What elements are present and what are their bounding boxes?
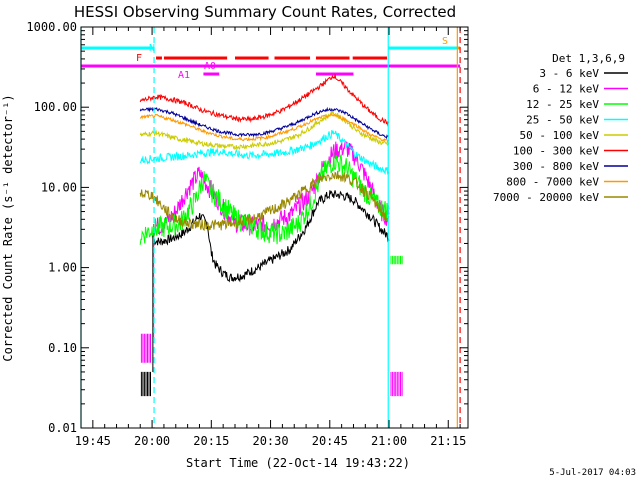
y-tick-label: 0.10 <box>48 341 77 355</box>
x-tick-label: 21:00 <box>371 434 407 448</box>
y-tick-label: 10.00 <box>41 180 77 194</box>
state-label-f: F <box>136 53 142 64</box>
x-tick-label: 20:00 <box>134 434 170 448</box>
state-bars: NF A0 A1 S <box>81 36 461 81</box>
legend-entry: 300 - 800 keV <box>513 160 599 173</box>
footer-date: 5-Jul-2017 04:03 <box>549 468 636 478</box>
legend-entry: 25 - 50 keV <box>526 114 599 127</box>
series-line-7 <box>139 113 390 145</box>
legend-entry: 7000 - 20000 keV <box>493 191 599 204</box>
series-line-6 <box>139 106 390 140</box>
x-tick-label: 20:15 <box>193 434 229 448</box>
plot-frame <box>80 26 469 429</box>
state-label-a1: A1 <box>178 70 190 81</box>
legend-entry: 3 - 6 keV <box>539 67 599 80</box>
series-line-2 <box>139 151 390 245</box>
y-tick-label: 100.00 <box>34 100 77 114</box>
series-line-4 <box>139 110 390 151</box>
chart-title: HESSI Observing Summary Count Rates, Cor… <box>74 3 456 21</box>
x-tick-label: 21:15 <box>430 434 466 448</box>
y-axis-label: Corrected Count Rate (s⁻¹ detector⁻¹) <box>1 94 15 361</box>
axes: 0.01 0.10 1.00 10.00 100.00 1000.00 19:45 20:00… <box>26 20 469 448</box>
series-line-0 <box>153 190 390 283</box>
legend-entry: 100 - 300 keV <box>513 145 599 158</box>
legend-entry: 12 - 25 keV <box>526 98 599 111</box>
y-tick-label: 0.01 <box>48 421 77 435</box>
x-tick-label: 20:30 <box>252 434 288 448</box>
legend-entry: 6 - 12 keV <box>533 83 600 96</box>
series-line-5 <box>139 74 390 128</box>
series-lines <box>139 74 403 397</box>
low-segment-3 <box>390 255 403 265</box>
series-line-3 <box>139 130 390 175</box>
state-label-n: N <box>149 43 155 54</box>
state-label-s: S <box>442 36 448 47</box>
low-segment-1 <box>140 333 151 363</box>
legend-title: Det 1,3,6,9 <box>552 52 625 65</box>
x-tick-label: 20:45 <box>312 434 348 448</box>
series-line-8 <box>139 170 390 232</box>
low-segment-2 <box>390 371 403 397</box>
legend: Det 1,3,6,9 3 - 6 keV 6 - 12 keV 12 - 25 k… <box>493 52 628 204</box>
state-label-a0: A0 <box>204 61 216 72</box>
low-segment-0 <box>140 371 151 397</box>
legend-entry: 50 - 100 keV <box>520 129 600 142</box>
legend-entry: 800 - 7000 keV <box>506 176 599 189</box>
x-tick-label: 19:45 <box>75 434 111 448</box>
y-tick-label: 1.00 <box>48 261 77 275</box>
y-tick-label: 1000.00 <box>26 20 77 34</box>
x-axis-label: Start Time (22-Oct-14 19:43:22) <box>186 456 410 470</box>
